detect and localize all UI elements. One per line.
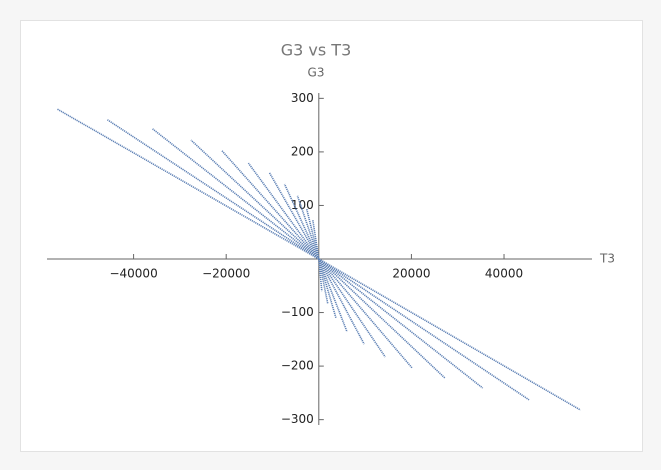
data-ray [318, 258, 581, 411]
data-ray [318, 258, 446, 379]
card [20, 20, 643, 452]
y-tick-label: 300 [291, 91, 314, 105]
data-ray [56, 108, 320, 260]
y-tick-label: 100 [291, 198, 314, 212]
data-ray [152, 128, 320, 260]
data-ray [318, 258, 386, 358]
y-tick-label: −100 [281, 305, 314, 319]
x-tick-label: 40000 [485, 267, 523, 281]
x-tick-label: −40000 [109, 267, 157, 281]
data-ray [190, 139, 320, 260]
chart-title: G3 vs T3 [281, 41, 352, 60]
data-ray [318, 258, 329, 305]
x-tick-label: −20000 [202, 267, 250, 281]
y-tick-label: 200 [291, 144, 314, 158]
data-ray [296, 195, 320, 260]
data-ray [311, 219, 320, 260]
y-tick-label: −200 [281, 359, 314, 373]
data-ray [106, 119, 320, 260]
data-ray [318, 258, 348, 333]
data-ray [283, 183, 320, 260]
data-ray [318, 258, 337, 319]
y-tick-label: −300 [281, 412, 314, 426]
x-axis-label: T3 [599, 252, 615, 266]
data-ray [318, 258, 323, 292]
data-ray [268, 172, 320, 260]
data-ray [318, 258, 530, 401]
x-tick-label: 20000 [392, 267, 430, 281]
data-ray [247, 162, 320, 260]
data-ray [221, 150, 320, 260]
y-axis-label: G3 [308, 66, 325, 80]
data-ray [318, 258, 484, 389]
data-ray [318, 258, 365, 345]
